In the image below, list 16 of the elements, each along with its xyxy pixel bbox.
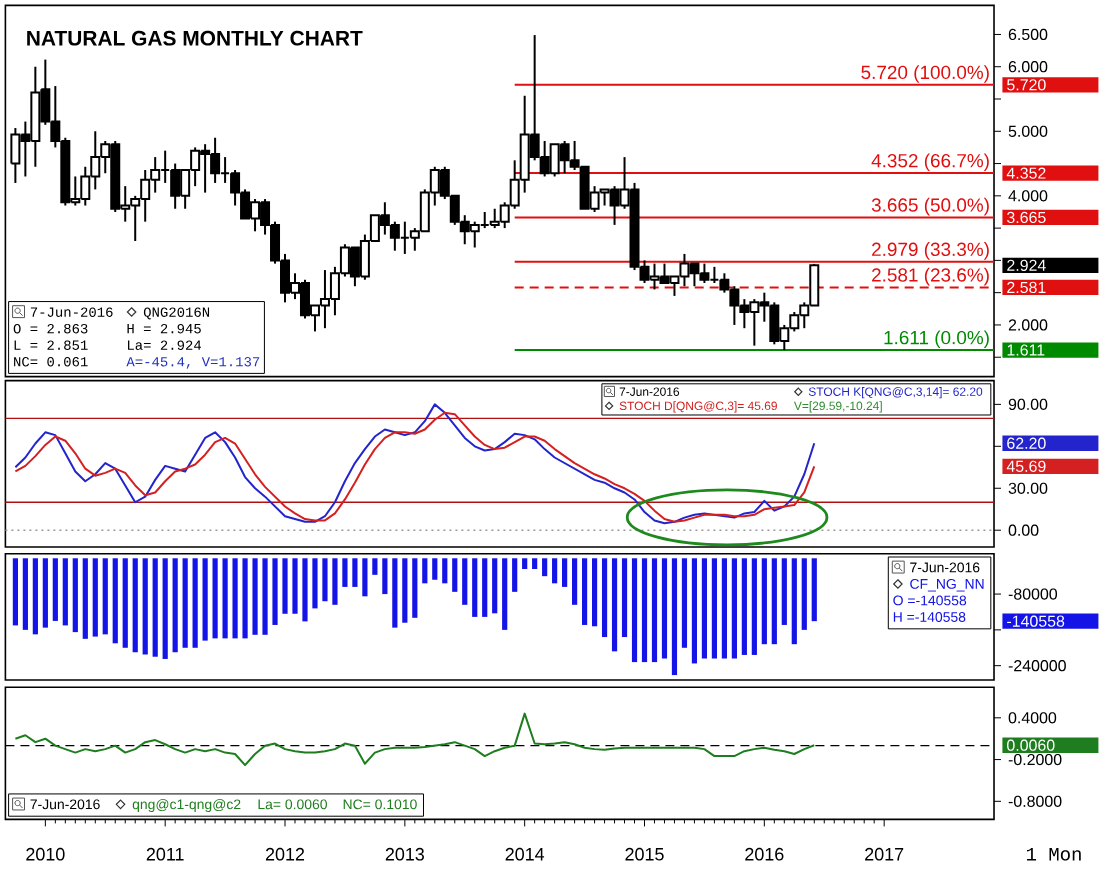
x-tick-label: 2015 bbox=[625, 847, 664, 861]
x-tick-label: 2013 bbox=[385, 847, 424, 861]
series-label: 5.720 (100.0%) bbox=[861, 65, 989, 83]
x-tick-label: 2010 bbox=[26, 847, 65, 861]
text: NATURAL GAS MONTHLY CHART bbox=[27, 30, 363, 46]
series-label: 3.665 (50.0%) bbox=[871, 197, 989, 216]
x-tick-label: 2011 bbox=[146, 847, 184, 861]
x-tick-label: 2017 bbox=[865, 847, 904, 861]
x-tick-label: 2012 bbox=[265, 847, 305, 861]
x-tick-label: 2016 bbox=[745, 847, 784, 861]
series-label: 1.611 (0.0%) bbox=[884, 330, 989, 349]
x-axis-title: 1 Mon bbox=[1026, 847, 1081, 861]
series-label: 2.581 (23.6%) bbox=[872, 267, 989, 286]
series-label: 4.352 (66.7%) bbox=[871, 153, 989, 172]
series-label: 2.979 (33.3%) bbox=[872, 242, 989, 260]
x-tick-label: 2014 bbox=[505, 847, 545, 861]
